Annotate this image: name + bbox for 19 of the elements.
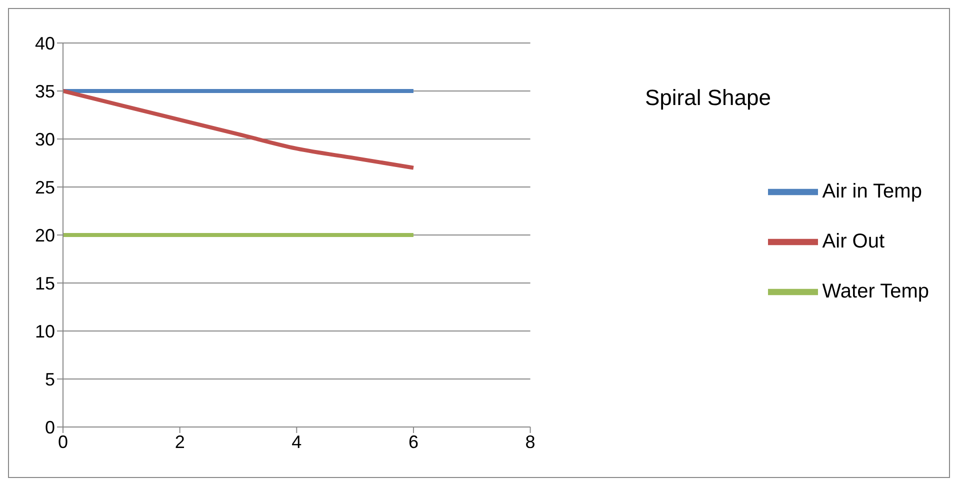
legend-label: Air in Temp — [822, 180, 922, 202]
x-tick-label: 0 — [58, 432, 68, 452]
x-tick-label: 6 — [408, 432, 418, 452]
x-tick-label: 8 — [525, 432, 536, 452]
y-tick-label: 20 — [34, 225, 55, 246]
y-tick-label: 35 — [34, 81, 55, 102]
y-tick-label: 15 — [34, 273, 55, 294]
text: Spiral Shape — [645, 85, 771, 111]
legend-label: Water Temp — [822, 280, 929, 302]
x-tick-label: 2 — [174, 432, 185, 452]
y-tick-label: 40 — [34, 33, 55, 54]
y-tick-label: 25 — [34, 177, 55, 198]
y-tick-label: 30 — [34, 129, 55, 150]
legend-label: Air Out — [822, 230, 885, 252]
y-tick-label: 10 — [34, 321, 55, 342]
line-series — [63, 89, 416, 170]
y-tick-label: 0 — [44, 417, 55, 438]
y-tick-label: 5 — [44, 369, 55, 390]
x-tick-label: 4 — [292, 432, 302, 452]
